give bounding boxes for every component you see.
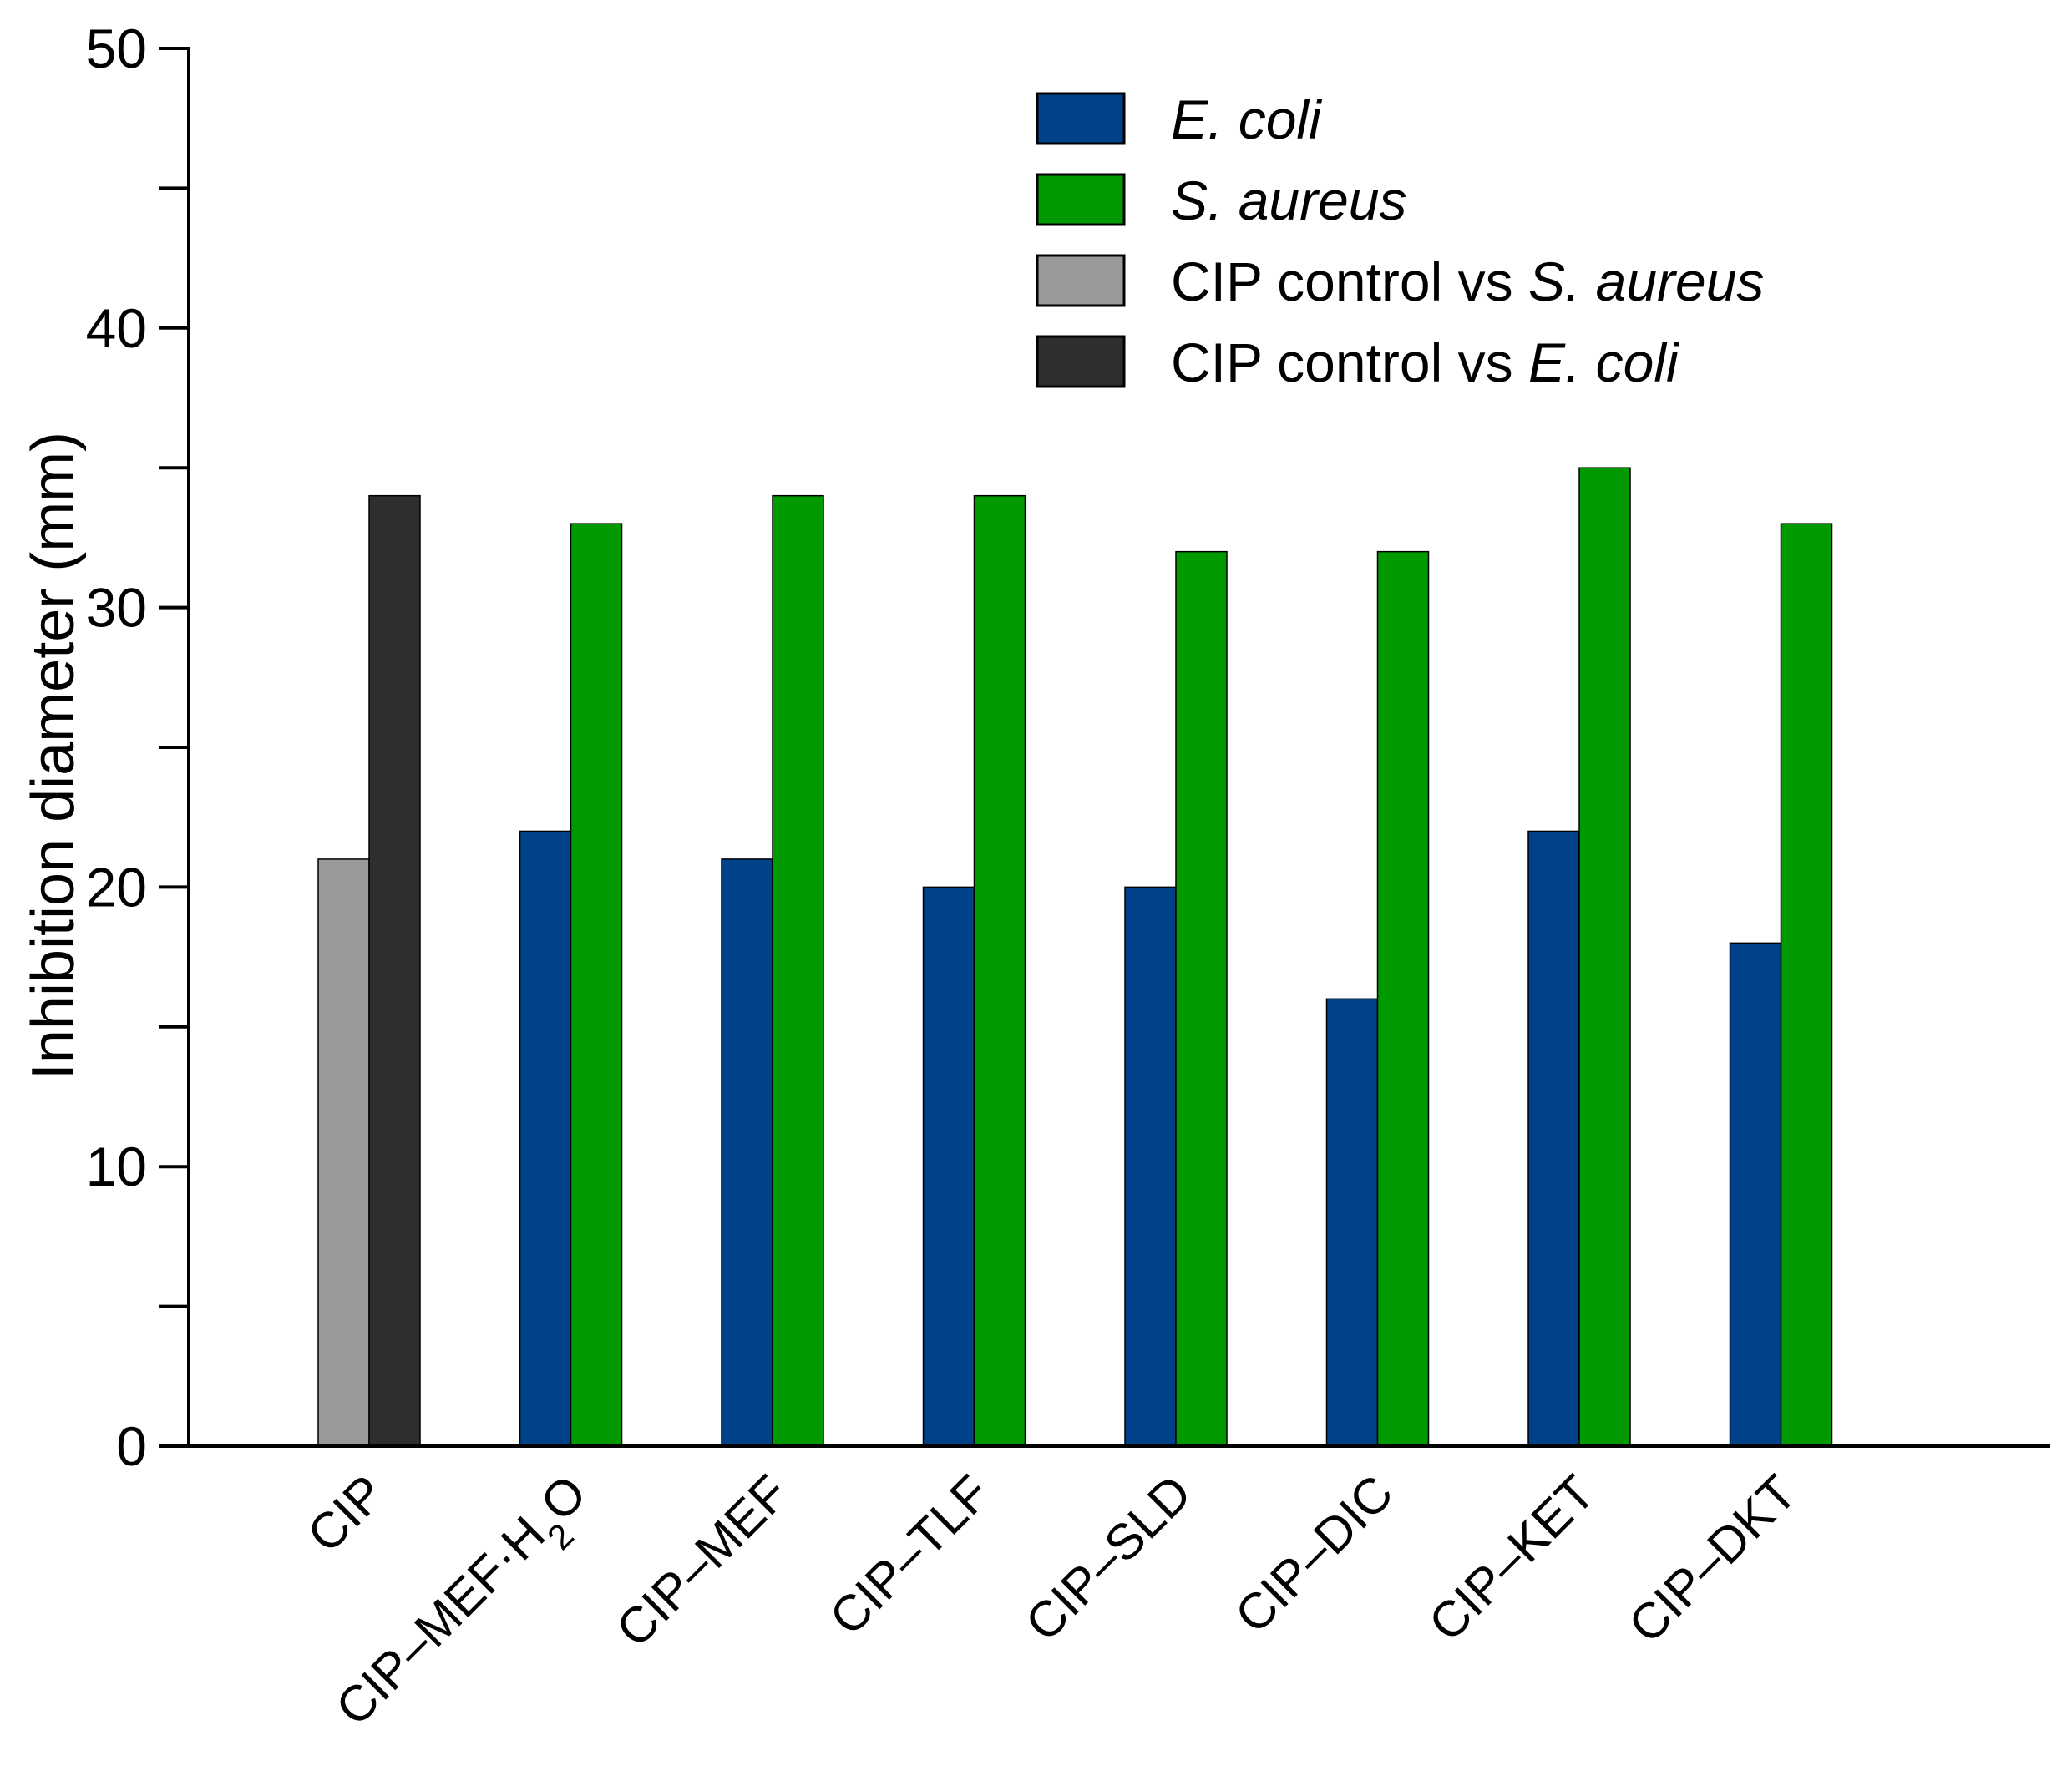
x-tick-label-base: CIP–SLD: [1015, 1465, 1202, 1652]
legend-swatch-1: [1036, 92, 1126, 145]
legend-label-part: S. aureus: [1528, 250, 1765, 312]
x-tick-label-tail: O: [529, 1465, 596, 1531]
bar-2-series-1: [519, 830, 572, 1447]
legend-label-part: E. coli: [1528, 331, 1680, 393]
bar-5-series-1: [1124, 886, 1177, 1447]
bar-8-series-1: [1729, 942, 1782, 1447]
legend-label-part: CIP control vs: [1171, 331, 1528, 393]
bar-1-series-4: [368, 494, 421, 1447]
legend-label-part: E. coli: [1171, 89, 1323, 150]
bar-5-series-2: [1175, 550, 1228, 1447]
x-tick-label: CIP–TLF: [819, 1465, 1001, 1646]
x-tick-label-base: CIP–DKT: [1618, 1465, 1807, 1654]
bar-8-series-2: [1780, 523, 1833, 1447]
bar-2-series-2: [570, 523, 623, 1447]
bar-4-series-1: [922, 886, 975, 1447]
x-tick-label-base: CIP–KET: [1418, 1465, 1605, 1652]
y-tick-label: 50: [86, 18, 147, 79]
legend-swatch-4: [1036, 335, 1126, 388]
bar-7-series-2: [1578, 467, 1631, 1447]
legend-swatch-2: [1036, 173, 1126, 226]
y-tick-label: 30: [86, 577, 147, 639]
x-tick-label-base: CIP–MEF: [605, 1465, 798, 1657]
bar-6-series-2: [1376, 550, 1430, 1447]
x-tick-label: CIP–SLD: [1015, 1465, 1202, 1652]
y-tick-label: 0: [116, 1415, 147, 1477]
x-tick-label: CIP–MEF: [605, 1465, 798, 1657]
bar-7-series-1: [1527, 830, 1580, 1447]
legend-label-4: CIP control vs E. coli: [1171, 331, 1680, 393]
bar-6-series-1: [1325, 998, 1379, 1447]
x-tick-label: CIP: [296, 1465, 395, 1563]
bars-group: [317, 467, 1833, 1447]
bar-4-series-2: [973, 494, 1026, 1447]
x-tick-label: CIP–DKT: [1618, 1465, 1807, 1654]
x-tick-label-base: CIP–TLF: [819, 1465, 1001, 1646]
x-tick-label-base: CIP: [296, 1465, 395, 1563]
y-axis-label: Inhibition diameter (mm): [20, 432, 87, 1080]
legend-swatch-3: [1036, 254, 1126, 307]
bar-3-series-1: [721, 858, 773, 1447]
x-tick-label-base: CIP–MEF·H: [325, 1505, 555, 1736]
x-tick-label: CIP–DIC: [1224, 1465, 1404, 1644]
x-tick-label-base: CIP–DIC: [1224, 1465, 1404, 1644]
legend-label-1: E. coli: [1171, 89, 1323, 150]
legend-label-part: CIP control vs: [1171, 250, 1528, 312]
legend-label-2: S. aureus: [1171, 169, 1407, 231]
bar-3-series-2: [772, 494, 824, 1447]
x-tick-label: CIP–KET: [1418, 1465, 1605, 1652]
bar-1-series-3: [317, 858, 370, 1447]
y-axis: 0 10 20 30 40 50: [86, 18, 190, 1477]
legend-label-3: CIP control vs S. aureus: [1171, 250, 1764, 312]
legend-label-part: S. aureus: [1171, 169, 1407, 231]
y-tick-label: 20: [86, 856, 147, 918]
y-tick-label: 40: [86, 297, 147, 359]
y-tick-label: 10: [86, 1136, 147, 1197]
